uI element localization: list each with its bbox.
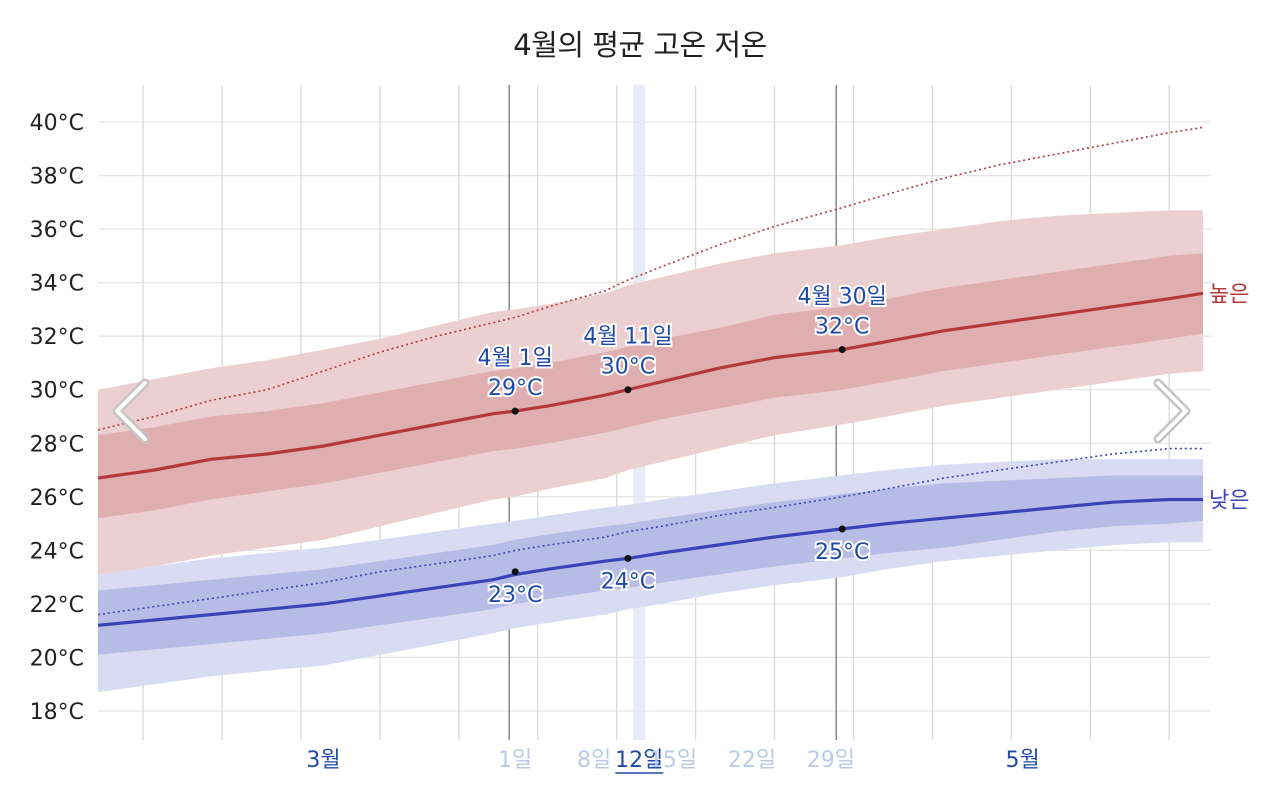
x-tick-label: 3월 <box>306 748 340 773</box>
y-tick-label: 28°C <box>30 432 84 457</box>
series-label-high: 높은 <box>1209 282 1249 307</box>
x-tick-label: 12일 <box>615 748 663 773</box>
y-tick-label: 40°C <box>30 111 84 136</box>
data-point-marker <box>624 554 632 562</box>
y-tick-label: 32°C <box>30 325 84 350</box>
data-point-marker <box>511 568 519 576</box>
chart-title: 4월의 평균 고온 저온 <box>513 28 767 62</box>
data-label: 23°C <box>488 583 542 608</box>
record-line-high <box>97 126 1204 431</box>
x-tick-label: 5월 <box>1005 748 1039 773</box>
y-tick-label: 36°C <box>30 218 84 243</box>
data-label: 30°C <box>601 355 655 380</box>
data-label: 4월 1일 <box>477 346 552 371</box>
chevron-right-icon[interactable] <box>1153 378 1191 444</box>
data-label: 32°C <box>815 315 869 340</box>
data-label: 29°C <box>488 376 542 401</box>
chevron-left-inner <box>115 381 147 441</box>
y-tick-label: 38°C <box>30 165 84 190</box>
y-tick-label: 22°C <box>30 593 84 618</box>
data-point-marker <box>838 525 846 533</box>
data-point-marker <box>838 346 846 354</box>
data-label: 4월 30일 <box>797 285 886 310</box>
x-tick-label: 15일 <box>649 748 697 773</box>
data-label: 25°C <box>815 540 869 565</box>
data-label: 4월 11일 <box>583 325 672 350</box>
y-tick-label: 26°C <box>30 486 84 511</box>
x-tick-label: 1일 <box>498 748 532 773</box>
y-tick-label: 18°C <box>30 700 84 725</box>
chevron-right-inner <box>1156 381 1188 441</box>
y-tick-label: 34°C <box>30 272 84 297</box>
y-tick-label: 20°C <box>30 646 84 671</box>
y-tick-label: 30°C <box>30 379 84 404</box>
data-label: 24°C <box>601 569 655 594</box>
series-label-low: 낮은 <box>1209 488 1249 513</box>
x-tick-label: 8일 <box>577 748 611 773</box>
data-point-marker <box>624 386 632 394</box>
record-line-low <box>97 447 1203 616</box>
x-tick-label: 29일 <box>807 748 855 773</box>
x-tick-label: 22일 <box>728 748 776 773</box>
y-tick-label: 24°C <box>30 539 84 564</box>
data-point-marker <box>511 407 519 415</box>
